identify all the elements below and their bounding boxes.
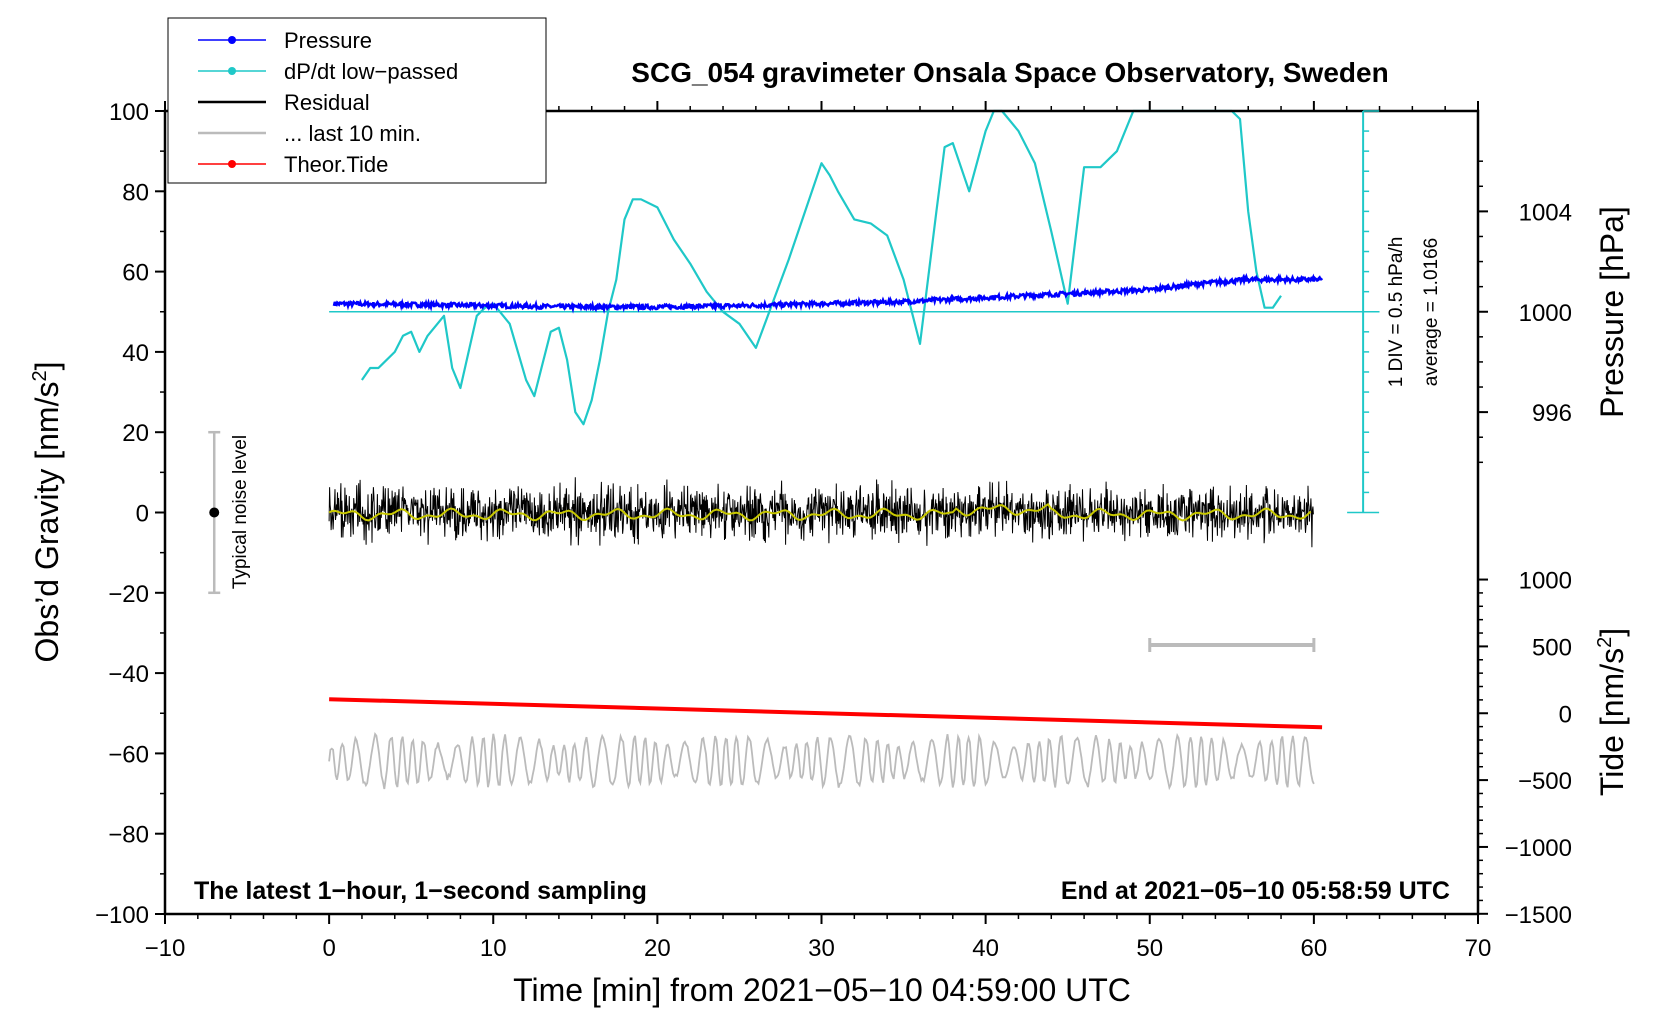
y-tick-label: −80 — [108, 822, 149, 849]
y-axis-title-left-sup: 2 — [29, 370, 51, 381]
y-tick-label: 60 — [122, 260, 149, 287]
y-axis-title-pressure: Pressure [hPa] — [1594, 206, 1630, 418]
y-tick-label: 0 — [136, 501, 149, 528]
legend-label: dP/dt low−passed — [284, 59, 458, 84]
dpdt-line — [360, 109, 1282, 426]
tide-tick-label: −1500 — [1505, 902, 1572, 929]
last-10-min-line — [328, 731, 1315, 791]
legend: Pressure dP/dt low−passed Residual ... last… — [167, 17, 547, 184]
pressure-tick-label: 996 — [1532, 400, 1572, 427]
pressure-tick-label: 1004 — [1519, 199, 1572, 226]
tick-labels: −10 0 10 20 30 40 50 60 70−100−80−60−40−20020406… — [95, 99, 1572, 962]
plot-frame — [163, 109, 1480, 916]
y-tick-label: −40 — [108, 661, 149, 688]
y-tick-label: 20 — [122, 420, 149, 447]
x-tick-label: 40 — [972, 935, 999, 962]
x-tick-label: 30 — [808, 935, 835, 962]
tide-tick-label: −500 — [1518, 768, 1572, 795]
y-tick-label: −60 — [108, 741, 149, 768]
y-axis-title-left-text: Obs’d Gravity [nm/s — [29, 382, 65, 663]
tide-tick-label: 1000 — [1519, 568, 1572, 595]
legend-label: Pressure — [284, 28, 372, 53]
dpdt-scale-bar — [1347, 110, 1380, 514]
tide-tick-label: 0 — [1559, 701, 1572, 728]
y-axis-title-tide-sup: 2 — [1594, 637, 1616, 648]
x-tick-label: 20 — [644, 935, 671, 962]
tide-tick-label: −1000 — [1505, 835, 1572, 862]
pressure-line — [332, 272, 1324, 314]
y-axis-title-tide-text: Tide [nm/s — [1594, 648, 1630, 796]
y-axis-title-tide: Tide [nm/s2] — [1594, 628, 1630, 796]
dpdt-division-label: 1 DIV = 0.5 hPa/h — [1386, 237, 1407, 388]
legend-marker — [228, 67, 236, 75]
y-tick-label: 80 — [122, 179, 149, 206]
y-tick-label: −100 — [95, 902, 149, 929]
typical-noise-bar — [208, 430, 221, 595]
x-tick-label: 0 — [322, 935, 335, 962]
noise-bar-dot — [209, 507, 220, 518]
legend-marker — [228, 36, 236, 44]
tide-line — [329, 697, 1323, 730]
pressure-tick-label: 1000 — [1519, 300, 1572, 327]
y-axis-title-left: Obs’d Gravity [nm/s2] — [29, 362, 65, 663]
y-axis-title-tide-end: ] — [1594, 628, 1630, 637]
x-tick-label: 60 — [1301, 935, 1328, 962]
residual-line — [328, 477, 1314, 548]
x-axis-title: Time [min] from 2021−05−10 04:59:00 UTC — [513, 972, 1131, 1008]
chart-title: SCG_054 gravimeter Onsala Space Observat… — [631, 57, 1388, 88]
y-tick-label: −20 — [108, 581, 149, 608]
x-tick-label: 70 — [1465, 935, 1492, 962]
residual-smoothed-line — [328, 502, 1312, 522]
legend-label: Theor.Tide — [284, 152, 388, 177]
axis-ticks — [155, 101, 1488, 924]
x-tick-label: 50 — [1136, 935, 1163, 962]
typical-noise-label: Typical noise level — [230, 435, 251, 589]
y-axis-title-left-end: ] — [29, 362, 65, 371]
tide-tick-label: 500 — [1532, 634, 1572, 661]
x-tick-label: 10 — [480, 935, 507, 962]
y-tick-label: 100 — [109, 99, 149, 126]
x-tick-label: −10 — [145, 935, 186, 962]
y-tick-label: 40 — [122, 340, 149, 367]
sampling-note: The latest 1−hour, 1−second sampling — [194, 877, 647, 905]
ten-minute-scale-bar — [1148, 637, 1316, 652]
end-time-note: End at 2021−05−10 05:58:59 UTC — [1061, 877, 1450, 905]
series-layer — [328, 109, 1380, 791]
legend-label: Residual — [284, 90, 370, 115]
legend-box — [167, 17, 547, 184]
dpdt-average-label: average = 1.0166 — [1421, 238, 1442, 386]
legend-marker — [228, 160, 236, 168]
legend-label: ... last 10 min. — [284, 121, 421, 146]
